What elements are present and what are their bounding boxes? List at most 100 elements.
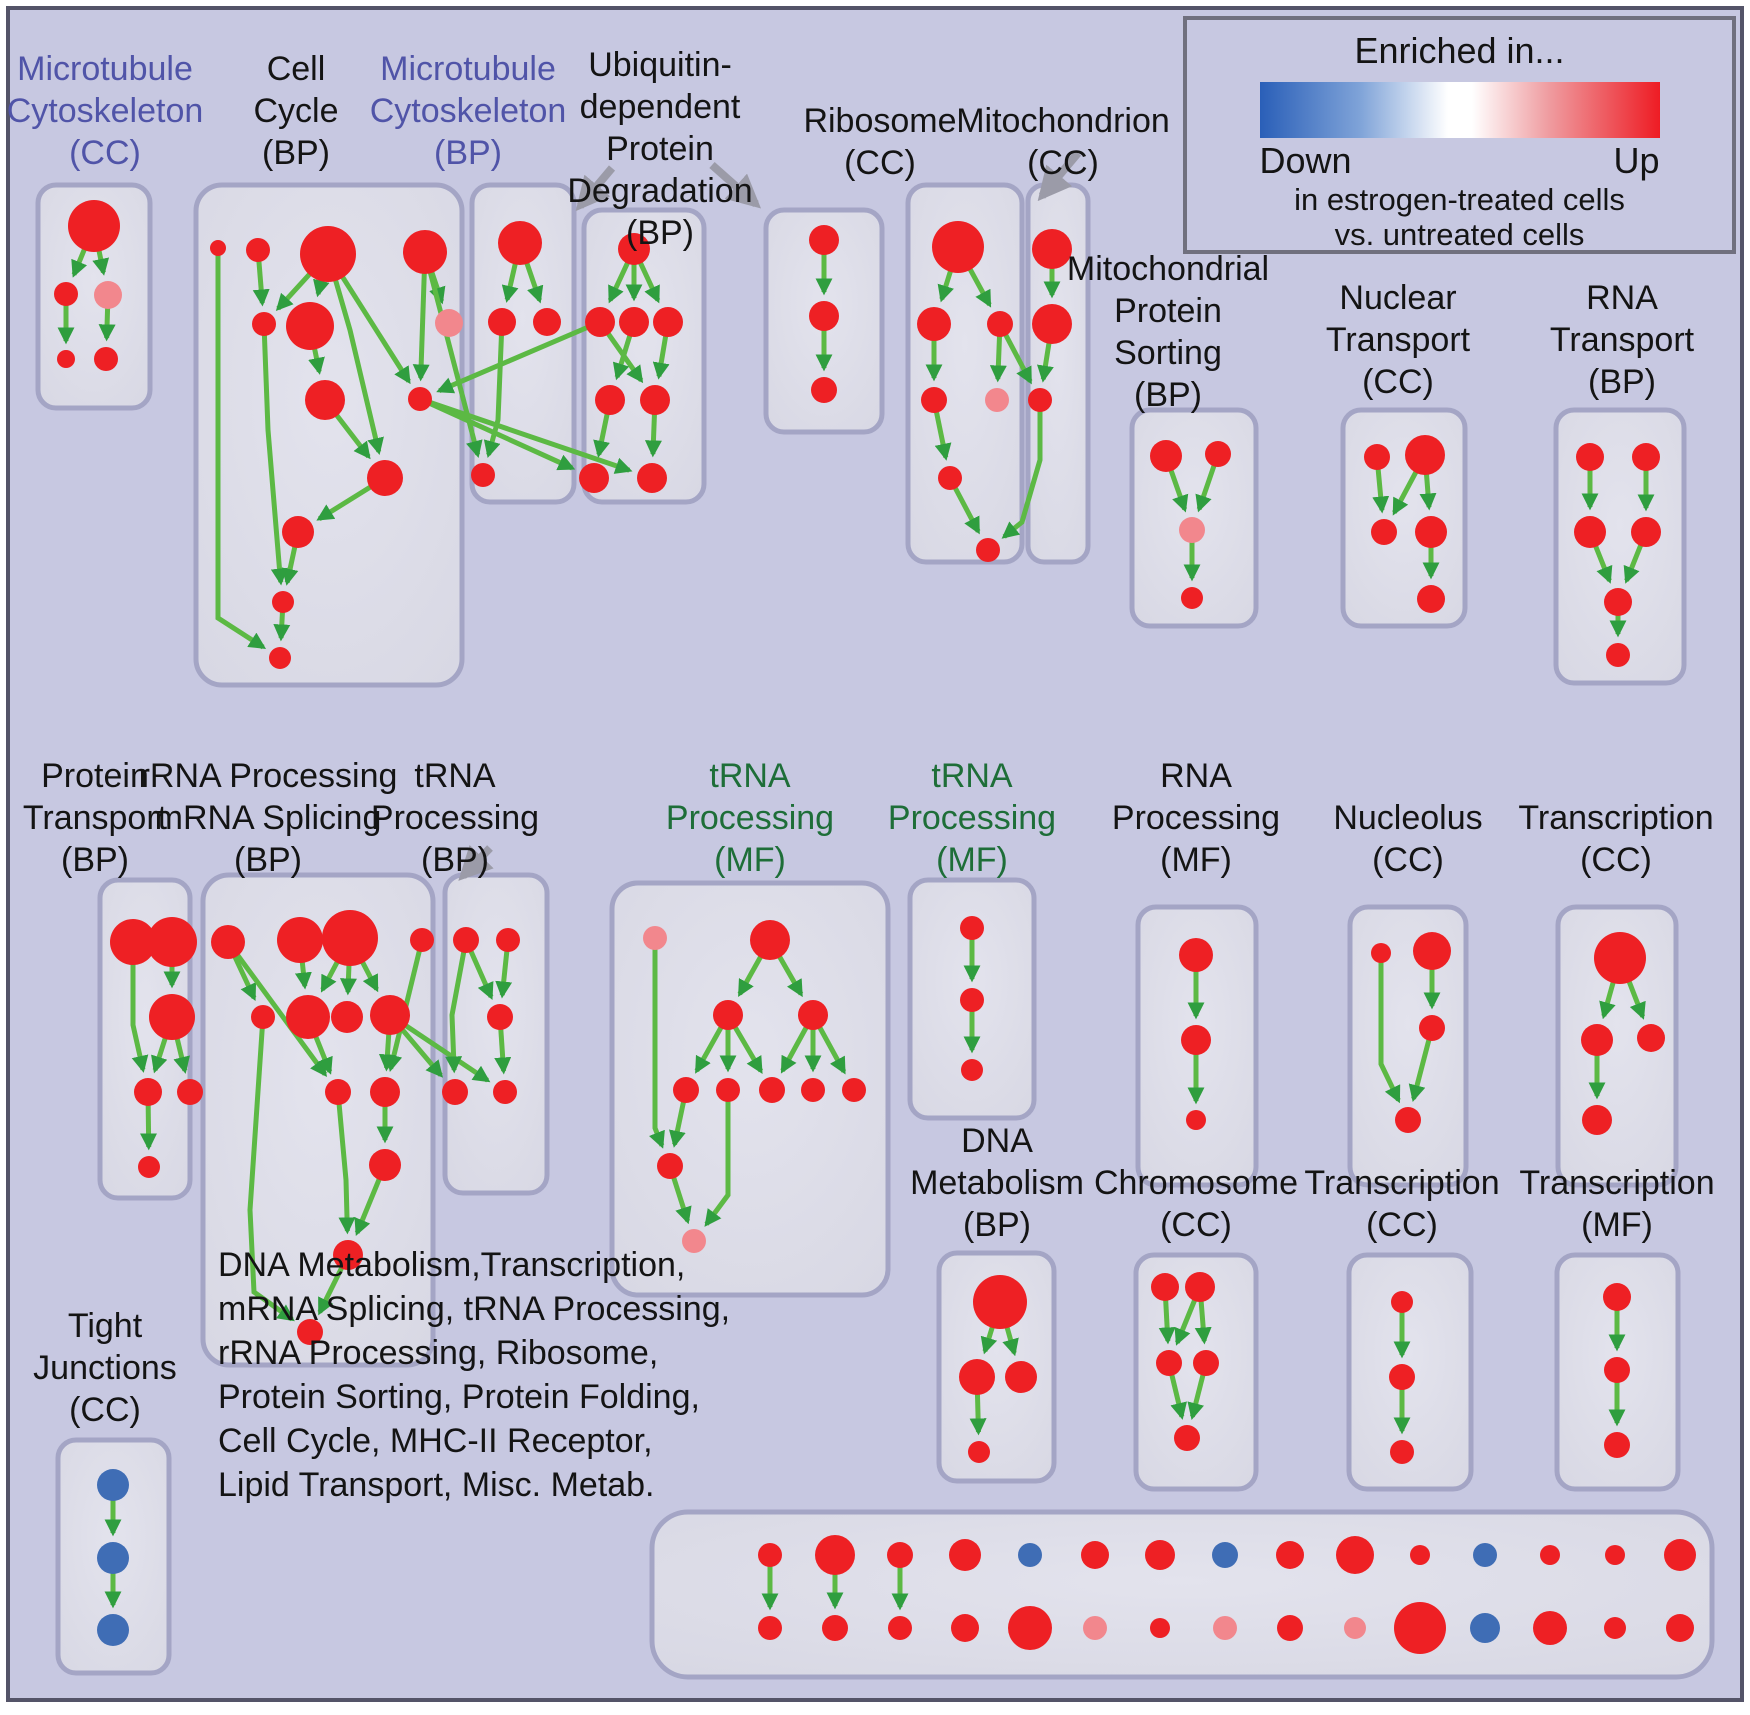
node-bt1 (815, 1535, 855, 1575)
node-d3 (1005, 1361, 1037, 1393)
label-ribosome-cc: Ribosome (CC) (803, 102, 957, 182)
legend-up-label: Up (1613, 140, 1660, 181)
node-s2 (1205, 441, 1231, 467)
node-cc4 (403, 230, 447, 274)
label-protein-transport-bp: Protein Transport (BP) (22, 757, 168, 879)
node-r2 (917, 307, 951, 341)
node-mf2 (1604, 1357, 1630, 1383)
node-mf3 (1604, 1432, 1630, 1458)
group-box-rna-transport-bp (1553, 407, 1687, 686)
label-rna-transport-bp: RNA Transport (BP) (1549, 279, 1695, 401)
node-cc7 (435, 309, 463, 337)
node-tj2 (97, 1542, 129, 1574)
node-w2 (1413, 932, 1451, 970)
node-q4 (1631, 517, 1661, 547)
node-bb6 (1150, 1618, 1170, 1638)
node-r6 (938, 466, 962, 490)
node-mb3 (533, 308, 561, 336)
node-bb13 (1604, 1617, 1626, 1639)
node-bb12 (1533, 1611, 1567, 1645)
label-microtubule-cytoskeleton-bp: Microtubule Cytoskeleton (BP) (369, 50, 567, 172)
group-box-mixed-functions (649, 1509, 1715, 1680)
node-cc13 (269, 647, 291, 669)
edge-w1-w4 (1378, 953, 1401, 1104)
legend-title: Enriched in... (1354, 30, 1565, 71)
node-bt0 (758, 1543, 782, 1567)
label-transcription-cc-1: Transcription (CC) (1518, 799, 1714, 879)
node-q1 (1576, 443, 1604, 471)
node-m3 (94, 281, 122, 309)
node-q5 (1604, 588, 1632, 616)
annotation-arrow-ubiquitin-left (575, 165, 616, 212)
node-q2 (1632, 443, 1660, 471)
node-z3 (1637, 1024, 1665, 1052)
node-f2 (1389, 1364, 1415, 1390)
edge-g5-g13 (247, 1016, 295, 1322)
node-p6 (138, 1156, 160, 1178)
label-mitochondrial-protein-sorting-bp: Mitochondrial Protein Sorting (BP) (1066, 250, 1270, 414)
legend-note-line1: in estrogen-treated cells (1294, 182, 1625, 217)
node-n4 (1415, 516, 1447, 548)
node-v3 (1186, 1110, 1206, 1130)
node-bb9 (1344, 1617, 1366, 1639)
node-bt6 (1145, 1540, 1175, 1570)
label-nucleolus-cc: Nucleolus (CC) (1333, 799, 1483, 879)
node-n2 (1405, 435, 1445, 475)
node-z1 (1594, 932, 1646, 984)
node-e1 (1151, 1273, 1179, 1301)
node-cc1 (210, 240, 226, 256)
edge-cc9-u8 (419, 396, 633, 474)
node-bb14 (1666, 1614, 1694, 1642)
node-q6 (1606, 643, 1630, 667)
node-e4 (1193, 1350, 1219, 1376)
node-u5 (595, 385, 625, 415)
node-mb1 (498, 221, 542, 265)
node-g13 (297, 1319, 323, 1345)
group-box-cell-cycle-bp (193, 182, 465, 688)
node-cc11 (282, 516, 314, 548)
node-g4 (410, 928, 434, 952)
node-b2 (809, 301, 839, 331)
node-bb1 (822, 1615, 848, 1641)
mixed-functions-caption-line-6: Lipid Transport, Misc. Metab. (218, 1466, 655, 1504)
node-v1 (1179, 938, 1213, 972)
node-tb4 (442, 1079, 468, 1105)
node-p3 (149, 994, 195, 1040)
group-box-ubiquitin-degradation-bp-1 (581, 207, 707, 505)
node-bt8 (1276, 1541, 1304, 1569)
node-tj1 (97, 1469, 129, 1501)
node-p1 (110, 919, 156, 965)
node-h5 (673, 1077, 699, 1103)
edge-h6-h11 (704, 1090, 731, 1227)
node-p2 (147, 917, 197, 967)
label-rna-processing-mf: RNA Processing (MF) (1111, 757, 1281, 879)
mixed-functions-caption: DNA Metabolism,Transcription, mRNA Splici… (218, 1243, 730, 1507)
node-bt7 (1212, 1542, 1238, 1568)
edge-g1-g9 (225, 940, 328, 1078)
node-e2 (1185, 1272, 1215, 1302)
label-trna-processing-mf-1: tRNA Processing (MF) (665, 757, 835, 879)
mixed-functions-caption-line-4: Protein Sorting, Protein Folding, (218, 1378, 700, 1416)
node-m4 (57, 350, 75, 368)
node-s3 (1179, 517, 1205, 543)
node-bt11 (1473, 1543, 1497, 1567)
node-d1 (973, 1275, 1027, 1329)
node-h2 (750, 920, 790, 960)
node-bt4 (1018, 1543, 1042, 1567)
node-d4 (968, 1441, 990, 1463)
label-dna-metabolism-bp: DNA Metabolism (BP) (910, 1122, 1084, 1244)
node-r3 (987, 311, 1013, 337)
node-d2 (959, 1359, 995, 1395)
node-r5 (985, 388, 1009, 412)
node-s4 (1181, 587, 1203, 609)
group-box-trna-processing-mf-1 (609, 880, 891, 1298)
node-mt2 (1032, 304, 1072, 344)
node-bt14 (1664, 1539, 1696, 1571)
node-q3 (1574, 516, 1606, 548)
node-w4 (1395, 1107, 1421, 1133)
node-h4 (798, 1000, 828, 1030)
node-g11 (369, 1149, 401, 1181)
node-r4 (921, 387, 947, 413)
edge-u2-cc9 (436, 319, 601, 394)
